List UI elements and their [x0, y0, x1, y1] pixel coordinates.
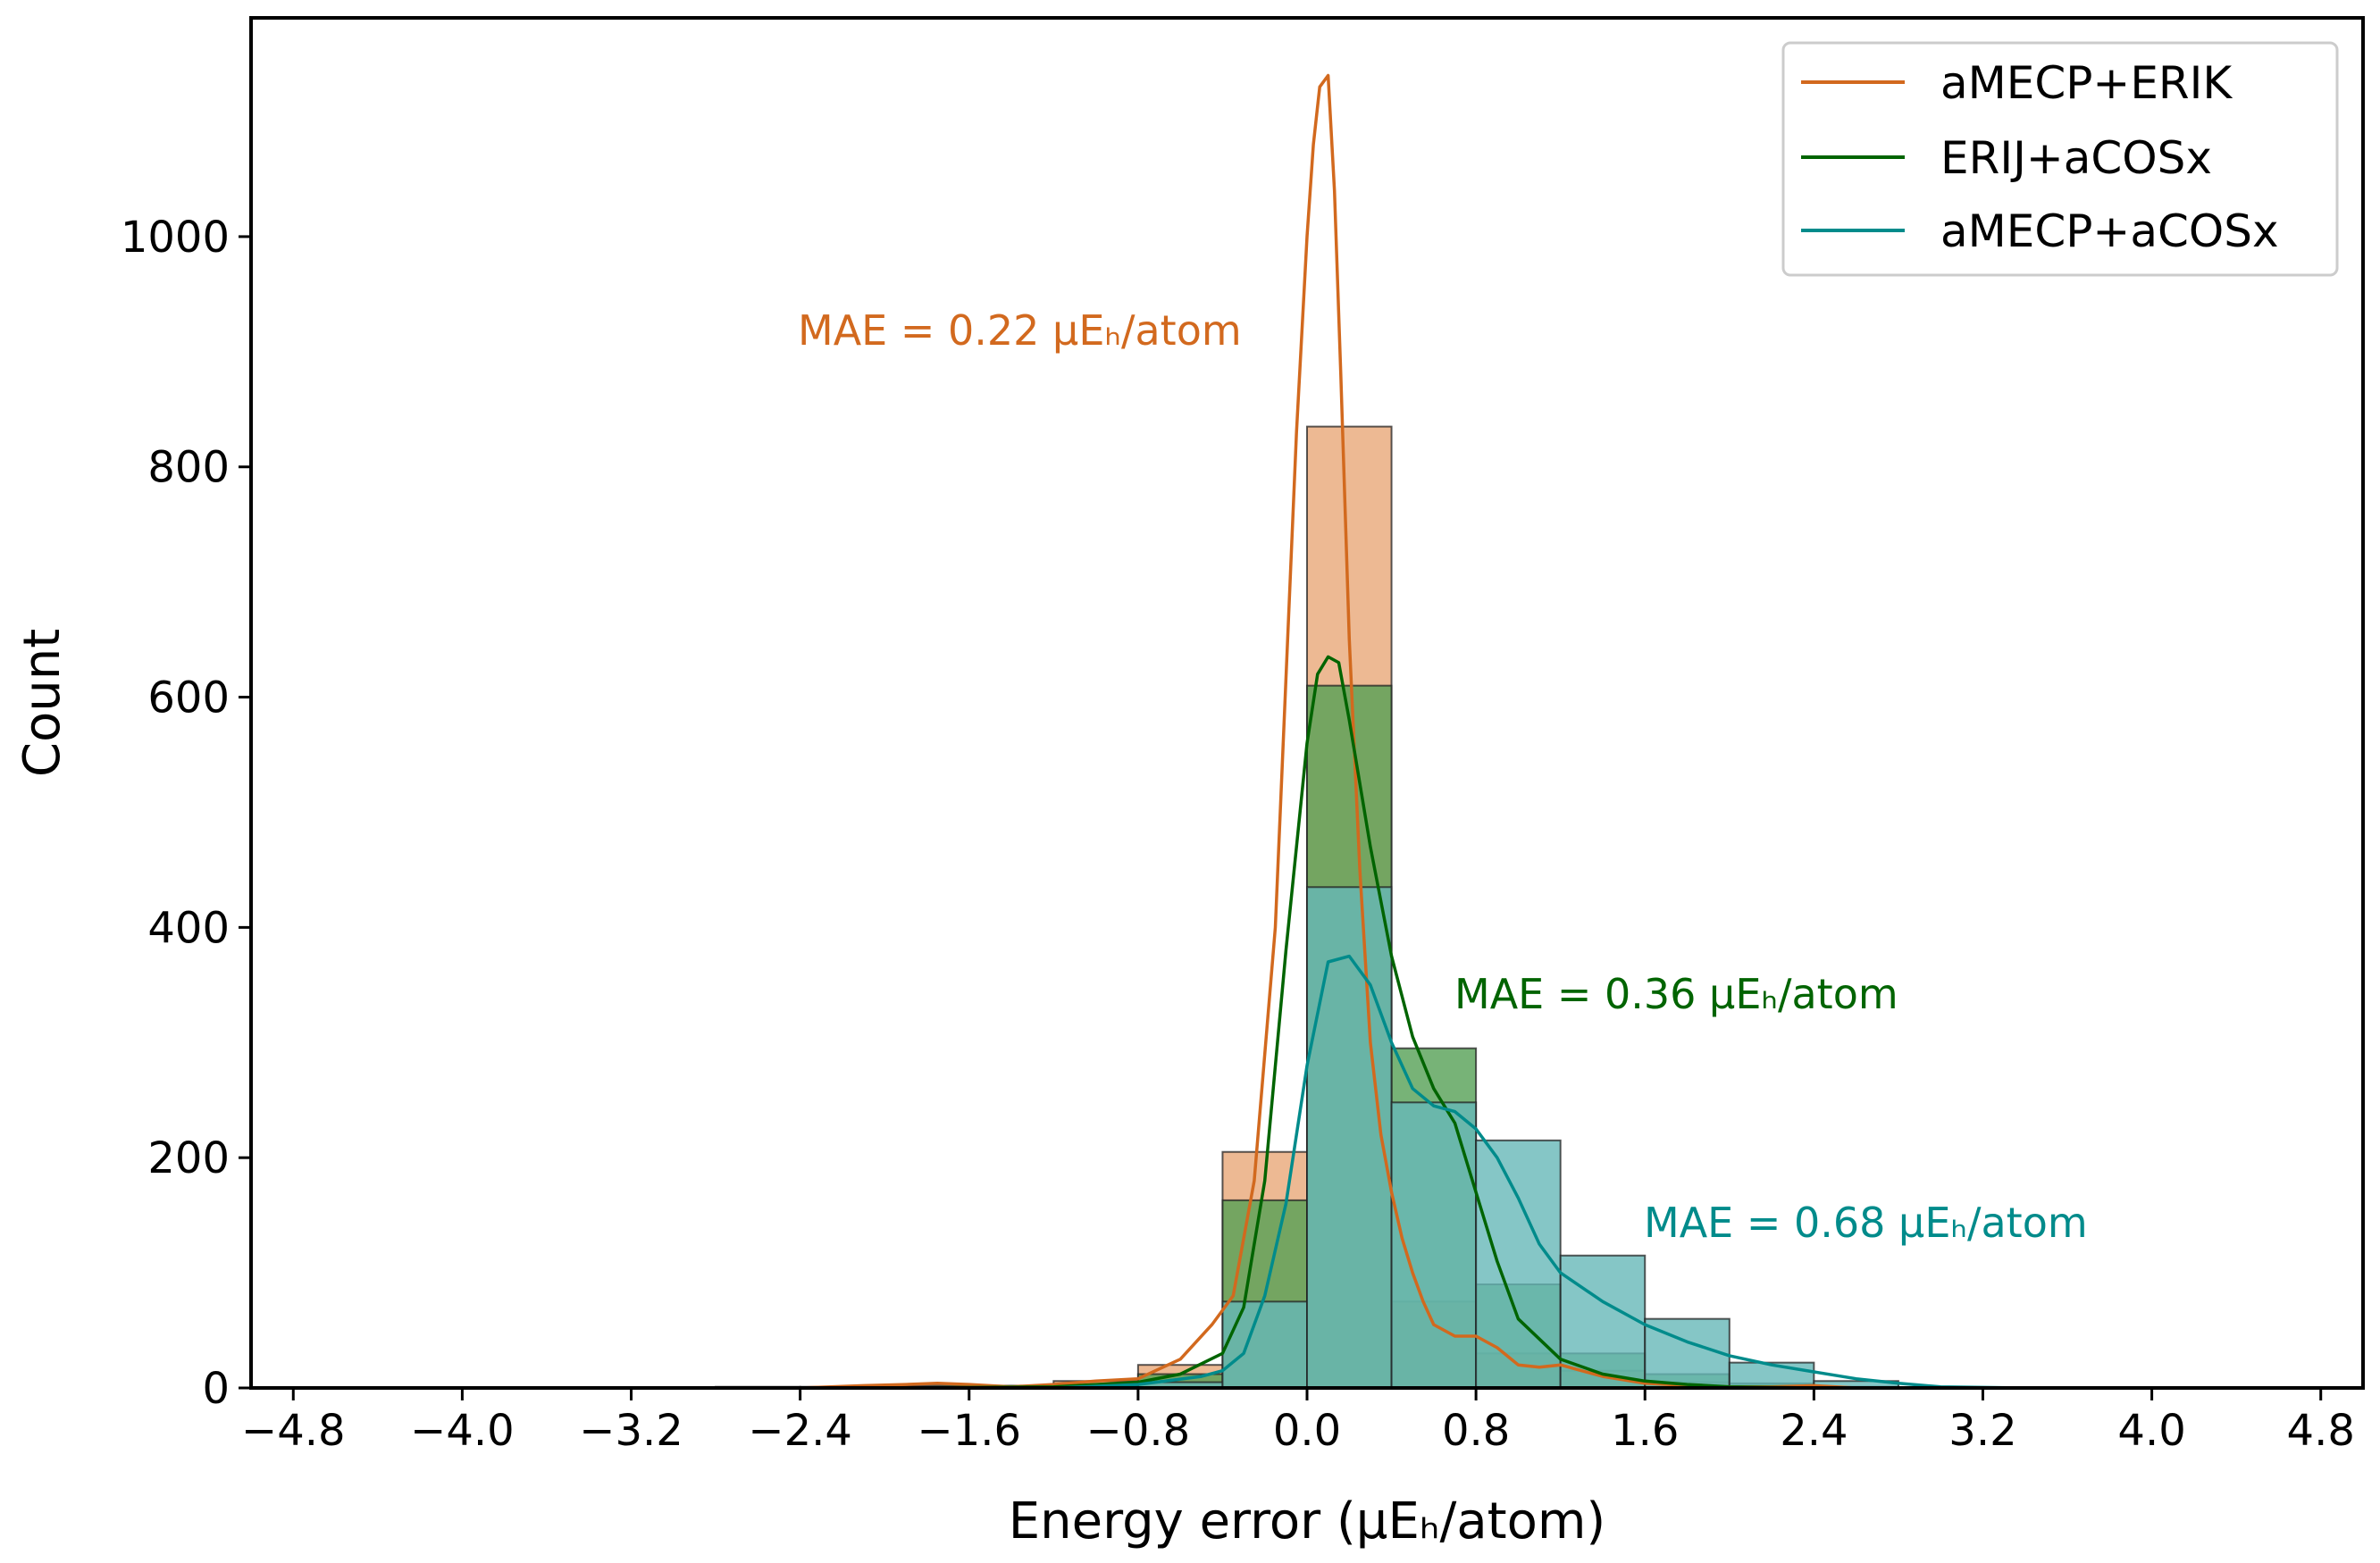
- x-tick-label: 1.6: [1611, 1406, 1679, 1456]
- x-tick-label: 2.4: [1780, 1406, 1848, 1456]
- x-tick-label: 4.8: [2287, 1406, 2355, 1456]
- legend-label-amecp-erik: aMECP+ERIK: [1940, 57, 2233, 109]
- y-tick-label: 1000: [121, 213, 230, 263]
- mae-annotation-amecp-acosx: MAE = 0.68 μEₕ/atom: [1644, 1199, 2088, 1247]
- mae-annotation-erij-acosx: MAE = 0.36 μEₕ/atom: [1454, 970, 1898, 1018]
- y-tick-label: 800: [147, 443, 230, 493]
- mae-annotation-amecp-erik: MAE = 0.22 μEₕ/atom: [798, 306, 1242, 355]
- bar-amecp-acosx-9: [1475, 1139, 1562, 1390]
- legend-label-erij-acosx: ERIJ+aCOSx: [1940, 132, 2212, 184]
- y-tick-label: 200: [147, 1133, 230, 1183]
- x-tick-label: −4.8: [241, 1406, 346, 1456]
- x-tick-label: −0.8: [1086, 1406, 1191, 1456]
- bar-amecp-acosx-7: [1306, 886, 1393, 1389]
- kde-line-erij-acosx: [673, 655, 1941, 1390]
- y-axis-title: Count: [13, 629, 71, 777]
- y-axis-ticks: 0 200 400 600 800 1000: [121, 213, 251, 1414]
- y-tick-label: 600: [147, 673, 230, 723]
- x-axis-ticks: −4.8 −4.0 −3.2 −2.4 −1.6 −0.8 0.0 0.8 1.6 2.4 3.2 4…: [241, 1388, 2355, 1456]
- bar-amecp-acosx-6: [1221, 1300, 1308, 1390]
- legend-label-amecp-acosx: aMECP+aCOSx: [1940, 205, 2279, 257]
- x-tick-label: −1.6: [917, 1406, 1021, 1456]
- y-tick-label: 400: [147, 903, 230, 953]
- x-tick-label: 4.0: [2117, 1406, 2185, 1456]
- bars-amecp-acosx: [1136, 886, 1899, 1390]
- legend: aMECP+ERIK ERIJ+aCOSx aMECP+aCOSx: [1781, 41, 2339, 277]
- x-tick-label: 0.8: [1442, 1406, 1510, 1456]
- x-tick-label: 0.0: [1273, 1406, 1341, 1456]
- x-tick-label: −4.0: [410, 1406, 515, 1456]
- kde-line-amecp-acosx: [673, 954, 2025, 1390]
- x-tick-label: −3.2: [579, 1406, 683, 1456]
- x-tick-label: 3.2: [1948, 1406, 2016, 1456]
- x-axis-title: Energy error (μEₕ/atom): [1009, 1492, 1606, 1550]
- kde-curves: [673, 73, 2025, 1390]
- x-tick-label: −2.4: [748, 1406, 852, 1456]
- legend-box: [1781, 41, 2339, 277]
- y-tick-label: 0: [202, 1364, 230, 1414]
